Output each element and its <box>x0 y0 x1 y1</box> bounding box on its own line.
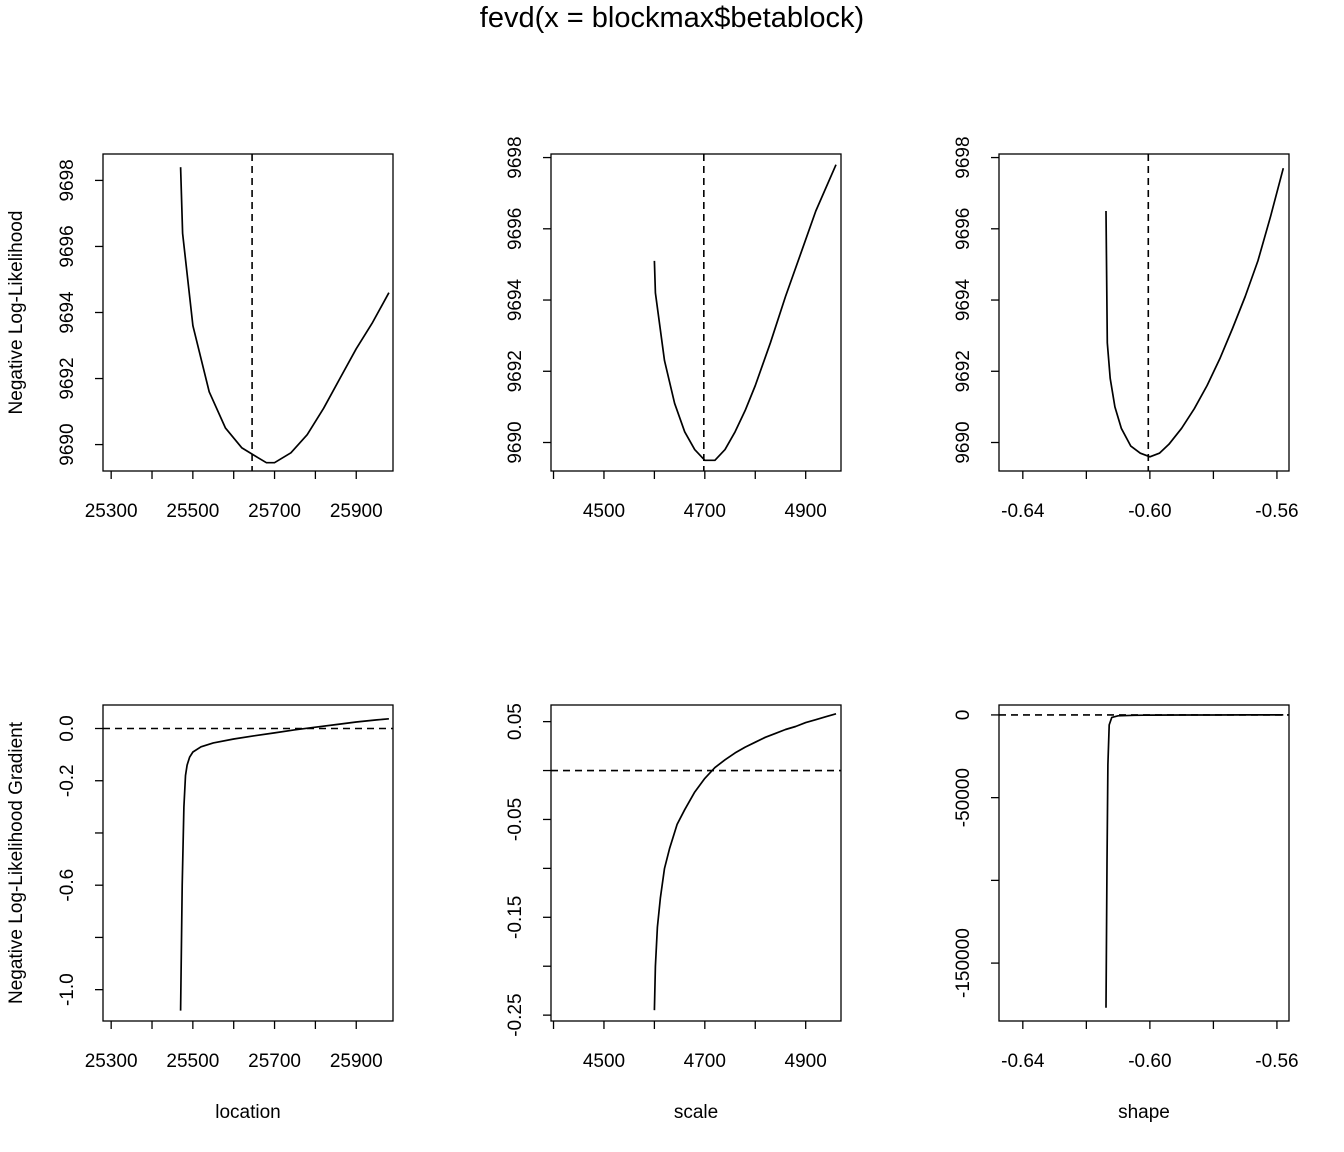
scale-likelihood-x-tick-label: 4900 <box>785 501 827 522</box>
scale-likelihood-y-tick-label: 9698 <box>505 136 526 178</box>
scale-gradient-y-tick-label: 0.05 <box>505 703 526 740</box>
location-gradient-x-tick-label: 25500 <box>166 1051 219 1072</box>
shape-likelihood-y-tick-label: 9696 <box>953 208 974 250</box>
location-likelihood-y-tick-label: 9690 <box>57 423 78 465</box>
scale-likelihood-curve <box>653 164 837 462</box>
location-gradient-x-axis-label: location <box>215 1102 281 1123</box>
shape-likelihood-x-tick-label: -0.56 <box>1255 501 1298 522</box>
scale-gradient-y-tick-label: -0.15 <box>505 896 526 939</box>
location-gradient-plot-frame <box>102 704 394 1022</box>
shape-likelihood-plot-frame <box>998 153 1290 472</box>
shape-gradient-y-tick-label: 0 <box>953 710 974 721</box>
shape-gradient-x-tick-label: -0.56 <box>1255 1051 1298 1072</box>
shape-gradient-x-axis-label: shape <box>1118 1102 1170 1123</box>
shape-likelihood-y-tick-label: 9698 <box>953 136 974 178</box>
location-gradient-y-tick-label: -0.6 <box>57 869 78 902</box>
location-gradient-y-tick-label: -1.0 <box>57 973 78 1006</box>
location-gradient-x-tick-label: 25700 <box>248 1051 301 1072</box>
location-likelihood-y-tick-label: 9692 <box>57 357 78 399</box>
scale-likelihood-x-tick-label: 4700 <box>684 501 726 522</box>
location-gradient-y-tick-label: 0.0 <box>57 715 78 741</box>
scale-likelihood-y-tick-label: 9696 <box>505 208 526 250</box>
location-likelihood-x-tick-label: 25900 <box>330 501 383 522</box>
location-likelihood-plot-frame <box>102 153 394 472</box>
location-likelihood-y-tick-label: 9694 <box>57 291 78 334</box>
scale-gradient-curve <box>653 712 837 1011</box>
shape-likelihood-x-tick-label: -0.60 <box>1128 501 1171 522</box>
scale-gradient-y-tick-label: -0.25 <box>505 993 526 1036</box>
scale-gradient-x-tick-label: 4500 <box>583 1051 625 1072</box>
scale-likelihood-y-tick-label: 9692 <box>505 350 526 392</box>
shape-gradient-x-tick-label: -0.64 <box>1001 1051 1045 1072</box>
scale-likelihood-x-tick-label: 4500 <box>583 501 625 522</box>
shape-likelihood-y-tick-label: 9690 <box>953 421 974 463</box>
shape-likelihood-y-tick-label: 9692 <box>953 350 974 392</box>
scale-likelihood-y-tick-label: 9694 <box>505 278 526 321</box>
location-gradient-x-tick-label: 25900 <box>330 1051 383 1072</box>
main-title: fevd(x = blockmax$betablock) <box>479 2 865 34</box>
shape-gradient-plot-frame <box>998 704 1290 1022</box>
shape-likelihood-y-tick-label: 9694 <box>953 278 974 321</box>
scale-gradient-plot-frame <box>550 704 842 1022</box>
scale-gradient-x-tick-label: 4900 <box>785 1051 827 1072</box>
location-gradient-x-tick-label: 25300 <box>85 1051 138 1072</box>
location-gradient-curve <box>179 717 389 1011</box>
scale-likelihood-y-tick-label: 9690 <box>505 421 526 463</box>
shape-gradient-x-tick-label: -0.60 <box>1128 1051 1171 1072</box>
shape-gradient-y-tick-label: -150000 <box>953 928 974 998</box>
scale-gradient-x-axis-label: scale <box>674 1102 718 1123</box>
location-gradient-y-tick-label: -0.2 <box>57 764 78 797</box>
location-likelihood-y-axis-label: Negative Log-Likelihood <box>6 211 27 415</box>
location-likelihood-y-tick-label: 9696 <box>57 225 78 267</box>
location-gradient-y-axis-label: Negative Log-Likelihood Gradient <box>6 721 27 1004</box>
location-likelihood-x-tick-label: 25500 <box>166 501 219 522</box>
shape-likelihood-x-tick-label: -0.64 <box>1001 501 1045 522</box>
location-likelihood-curve <box>179 167 390 464</box>
scale-gradient-x-tick-label: 4700 <box>684 1051 726 1072</box>
shape-gradient-y-tick-label: -50000 <box>953 768 974 827</box>
shape-gradient-curve <box>1105 714 1284 1008</box>
scale-likelihood-plot-frame <box>550 153 842 472</box>
location-likelihood-x-tick-label: 25300 <box>85 501 138 522</box>
shape-likelihood-curve <box>1105 167 1285 458</box>
scale-gradient-y-tick-label: -0.05 <box>505 798 526 841</box>
location-likelihood-x-tick-label: 25700 <box>248 501 301 522</box>
location-likelihood-y-tick-label: 9698 <box>57 159 78 201</box>
